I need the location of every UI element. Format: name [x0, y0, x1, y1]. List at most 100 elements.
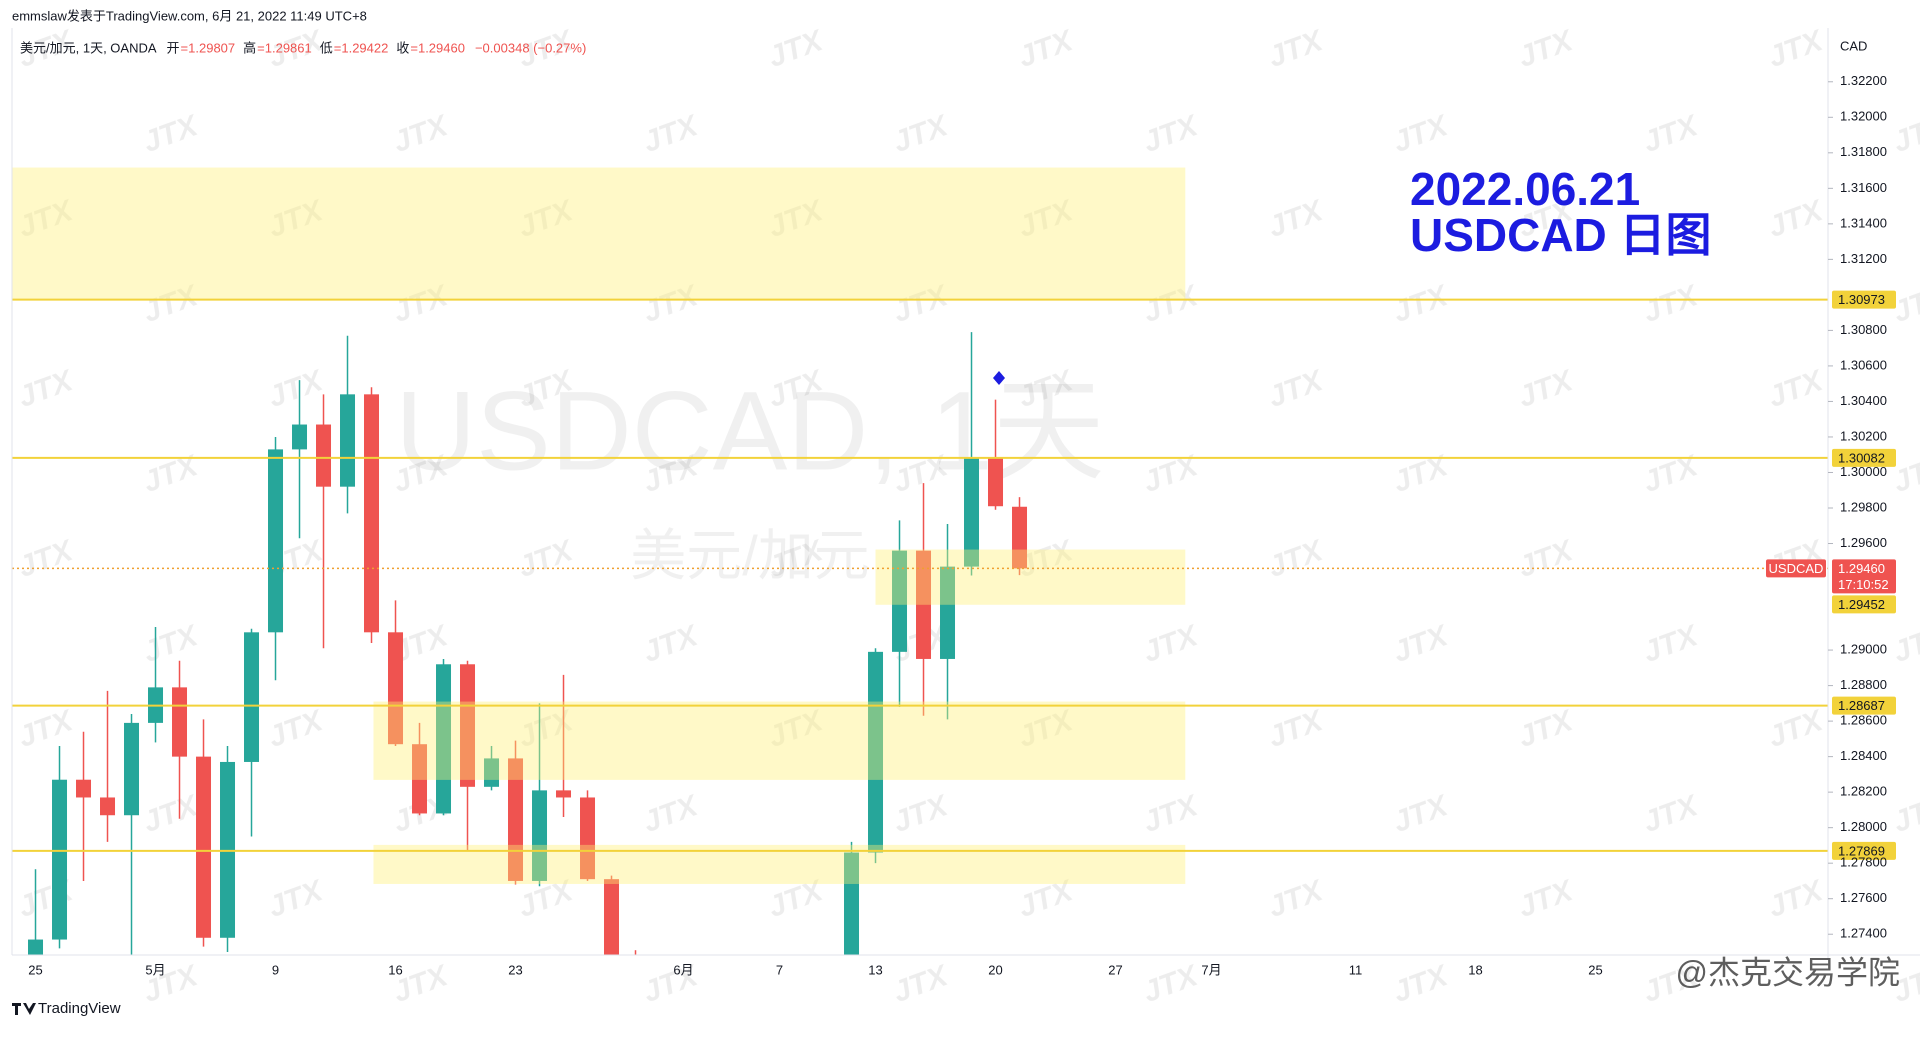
symbol-watermark: USDCAD, 1天	[395, 369, 1104, 494]
y-tick-label: 1.29800	[1840, 499, 1887, 514]
candle-body	[220, 761, 236, 938]
candle-body	[316, 424, 332, 487]
candle-body	[76, 779, 92, 798]
last-price-bg	[1832, 559, 1896, 594]
x-tick-label: 18	[1468, 962, 1482, 977]
y-tick-label: 1.32000	[1840, 109, 1887, 124]
level-label: 1.30973	[1838, 292, 1885, 307]
legend-value: =1.29807	[181, 40, 236, 55]
signal-marker	[993, 371, 1005, 385]
candle-body	[340, 394, 356, 487]
legend-label: 高	[243, 40, 256, 55]
y-tick-label: 1.29000	[1840, 642, 1887, 657]
candle-body	[196, 756, 212, 938]
x-tick-label: 9	[272, 962, 279, 977]
x-tick-label: 13	[868, 962, 882, 977]
y-unit: CAD	[1840, 38, 1867, 53]
logo-icon	[12, 1003, 36, 1015]
level-label: 1.28687	[1838, 698, 1885, 713]
y-tick-label: 1.27800	[1840, 855, 1887, 870]
x-tick-label: 20	[988, 962, 1002, 977]
zone	[875, 549, 1186, 605]
credit: @杰克交易学院	[1676, 954, 1901, 990]
candle-body	[940, 566, 956, 659]
x-tick-label: 27	[1108, 962, 1122, 977]
x-tick-label: 25	[1588, 962, 1602, 977]
y-tick-label: 1.28400	[1840, 748, 1887, 763]
candle-body	[484, 758, 500, 787]
y-tick-label: 1.31400	[1840, 215, 1887, 230]
candle-body	[244, 632, 260, 762]
y-tick-label: 1.30000	[1840, 464, 1887, 479]
change-label: −0.00348 (−0.27%)	[475, 40, 586, 55]
last-price-label: 1.29460	[1838, 561, 1885, 576]
zone	[373, 701, 1186, 780]
y-tick-label: 1.32200	[1840, 73, 1887, 88]
logo-text: TradingView	[38, 1000, 121, 1017]
level-label-bg	[1832, 290, 1896, 309]
candle-body	[412, 744, 428, 814]
candle-body	[28, 939, 44, 955]
x-tick-label: 16	[388, 962, 402, 977]
candle-body	[52, 779, 68, 940]
y-tick-label: 1.31200	[1840, 251, 1887, 266]
y-tick-label: 1.27600	[1840, 890, 1887, 905]
level-label-bg	[1832, 841, 1896, 860]
annotation: USDCAD 日图	[1410, 209, 1712, 261]
candle-body	[124, 722, 140, 816]
y-tick-label: 1.31800	[1840, 144, 1887, 159]
level-label: 1.27869	[1838, 843, 1885, 858]
candle-body	[868, 651, 884, 853]
candle-body	[436, 664, 452, 814]
legend-value: =1.29422	[334, 40, 389, 55]
y-tick-label: 1.28000	[1840, 819, 1887, 834]
description-watermark: 美元/加元	[630, 524, 870, 587]
symbol-label: USDCAD	[1769, 561, 1824, 576]
candle-body	[844, 852, 860, 955]
y-tick-label: 1.30400	[1840, 393, 1887, 408]
publisher: emmslaw发表于TradingView.com, 6月 21, 2022 1…	[12, 8, 367, 23]
level-label-bg	[1832, 448, 1896, 467]
annotation: 2022.06.21	[1410, 163, 1640, 215]
legend-value: =1.29861	[257, 40, 312, 55]
candle-body	[460, 664, 476, 787]
candle-body	[964, 458, 980, 567]
candle-body	[388, 632, 404, 745]
x-tick-label: 11	[1349, 962, 1363, 977]
legend-label: 开	[167, 40, 180, 55]
level-label-bg	[1832, 696, 1896, 715]
candle-body	[292, 424, 308, 450]
candle-body	[100, 797, 116, 816]
candle-body	[532, 790, 548, 881]
candle-body	[580, 797, 596, 880]
zone	[12, 167, 1186, 300]
y-tick-label: 1.28800	[1840, 677, 1887, 692]
candle-body	[556, 790, 572, 798]
candle-body	[172, 687, 188, 757]
x-tick-label: 7月	[1201, 962, 1221, 977]
symbol-line: 美元/加元, 1天, OANDA	[20, 40, 157, 55]
candle-body	[892, 550, 908, 652]
candle-body	[988, 458, 1004, 507]
candle-body	[916, 550, 932, 659]
candle-body	[1012, 506, 1028, 569]
symbol-label-bg	[1766, 559, 1826, 578]
x-tick-label: 23	[508, 962, 522, 977]
legend-label: 收	[396, 40, 409, 55]
overlay: 1.30973 1.30082 1.28687 1.27869 USDCAD 1.2946…	[12, 167, 1896, 884]
level-label: 1.30082	[1838, 450, 1885, 465]
alert-label: 1.29452	[1838, 597, 1885, 612]
y-tick-label: 1.27400	[1840, 926, 1887, 941]
x-tick-label: 6月	[673, 962, 693, 977]
y-tick-label: 1.28600	[1840, 713, 1887, 728]
y-tick-label: 1.31600	[1840, 180, 1887, 195]
y-tick-label: 1.30600	[1840, 357, 1887, 372]
candle-body	[364, 394, 380, 633]
alert-label-bg	[1832, 595, 1896, 614]
y-tick-label: 1.30200	[1840, 428, 1887, 443]
y-tick-label: 1.28200	[1840, 784, 1887, 799]
x-tick-label: 25	[28, 962, 42, 977]
